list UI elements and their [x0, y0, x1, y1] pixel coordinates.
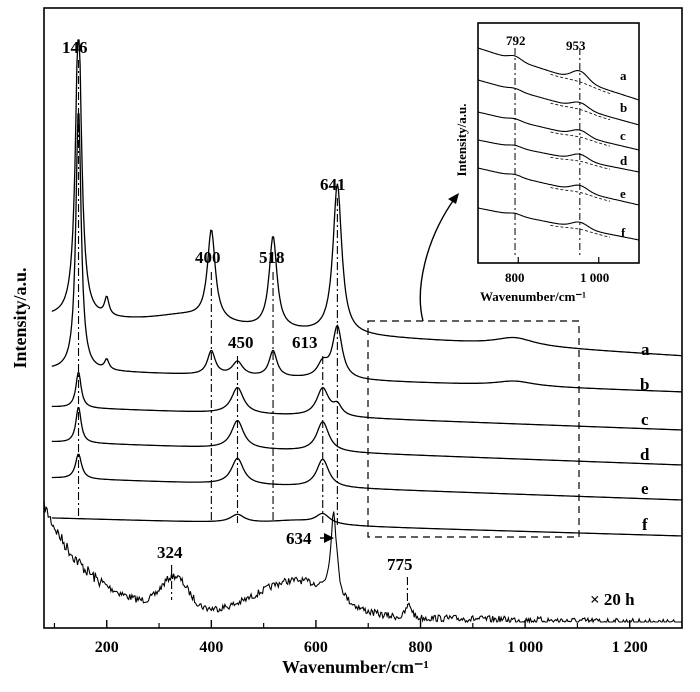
spectrum-f [51, 512, 682, 537]
spectrum-d [51, 407, 682, 466]
x-tick-label-1200: 1 200 [612, 639, 648, 656]
inset-fit-c [550, 131, 611, 147]
peak-label-518: 518 [259, 248, 285, 267]
inset-peak-label-792: 792 [506, 33, 526, 48]
series-label-e: e [641, 479, 649, 498]
main-spectra [43, 39, 682, 625]
peak-label-634: 634 [286, 529, 312, 548]
inset-spectrum-b [477, 79, 639, 126]
x-tick-label-800: 800 [409, 639, 433, 656]
main-plot-frame [43, 7, 683, 629]
inset-spectra [477, 47, 639, 263]
inset-x-tick-800: 800 [505, 270, 525, 285]
spectrum-a [51, 39, 682, 357]
inset-peak-label-953: 953 [566, 38, 586, 53]
spectrum-b [51, 113, 682, 393]
peak-634-arrow-head [324, 533, 334, 543]
x-tick-label-600: 600 [304, 639, 328, 656]
series-label-f: f [642, 515, 648, 534]
y-axis-title: Intensity/a.u. [10, 267, 30, 368]
peak-label-641: 641 [320, 175, 346, 194]
inset-fit-e [550, 187, 611, 202]
peak-label-775: 775 [387, 555, 413, 574]
zoom-region-box [367, 320, 580, 538]
zoom-arrow [419, 197, 456, 322]
inset-spectrum-c [477, 111, 639, 151]
inset-spectrum-e [477, 167, 639, 206]
x-axis-ticks: 200 400 600 800 1 000 1 200 [53, 620, 683, 656]
inset-series-label-c: c [620, 128, 626, 143]
x-tick-label-200: 200 [95, 639, 119, 656]
inset-spectrum-f [477, 207, 639, 241]
zoom-arrow-head [448, 193, 459, 204]
inset-y-axis-title: Intensity/a.u. [454, 104, 469, 177]
inset-frame [477, 22, 640, 264]
spectrum-e [51, 453, 682, 501]
peak-label-613: 613 [292, 333, 318, 352]
peak-label-400: 400 [195, 248, 221, 267]
series-label-20h: × 20 h [590, 590, 635, 609]
inset-series-label-f: f [621, 225, 626, 240]
series-label-b: b [640, 375, 649, 394]
series-label-d: d [640, 445, 650, 464]
inset-spectrum-d [477, 139, 639, 173]
peak-label-450: 450 [228, 333, 254, 352]
inset-series-label-e: e [620, 186, 626, 201]
inset-series-label-d: d [620, 153, 628, 168]
inset-fit-d [550, 156, 611, 170]
inset-series-label-a: a [620, 68, 627, 83]
spectrum-20h [43, 499, 682, 625]
x-tick-label-400: 400 [199, 639, 223, 656]
x-tick-label-1000: 1 000 [507, 639, 543, 656]
x-axis-title: Wavenumber/cm⁻¹ [282, 657, 429, 677]
inset-x-tick-1000: 1 000 [580, 270, 609, 285]
inset: 792 953 a b c d e f 800 1 000 Wavenumber… [454, 22, 640, 304]
series-label-c: c [641, 410, 649, 429]
inset-spectrum-a [477, 47, 639, 101]
peak-label-324: 324 [157, 543, 183, 562]
peak-label-146: 146 [62, 38, 88, 57]
inset-series-label-b: b [620, 100, 627, 115]
series-label-a: a [641, 340, 650, 359]
inset-fit-f [550, 224, 611, 238]
spectrum-c [51, 372, 682, 431]
inset-x-axis-title: Wavenumber/cm⁻¹ [480, 289, 586, 304]
main-guide-lines [77, 60, 409, 605]
